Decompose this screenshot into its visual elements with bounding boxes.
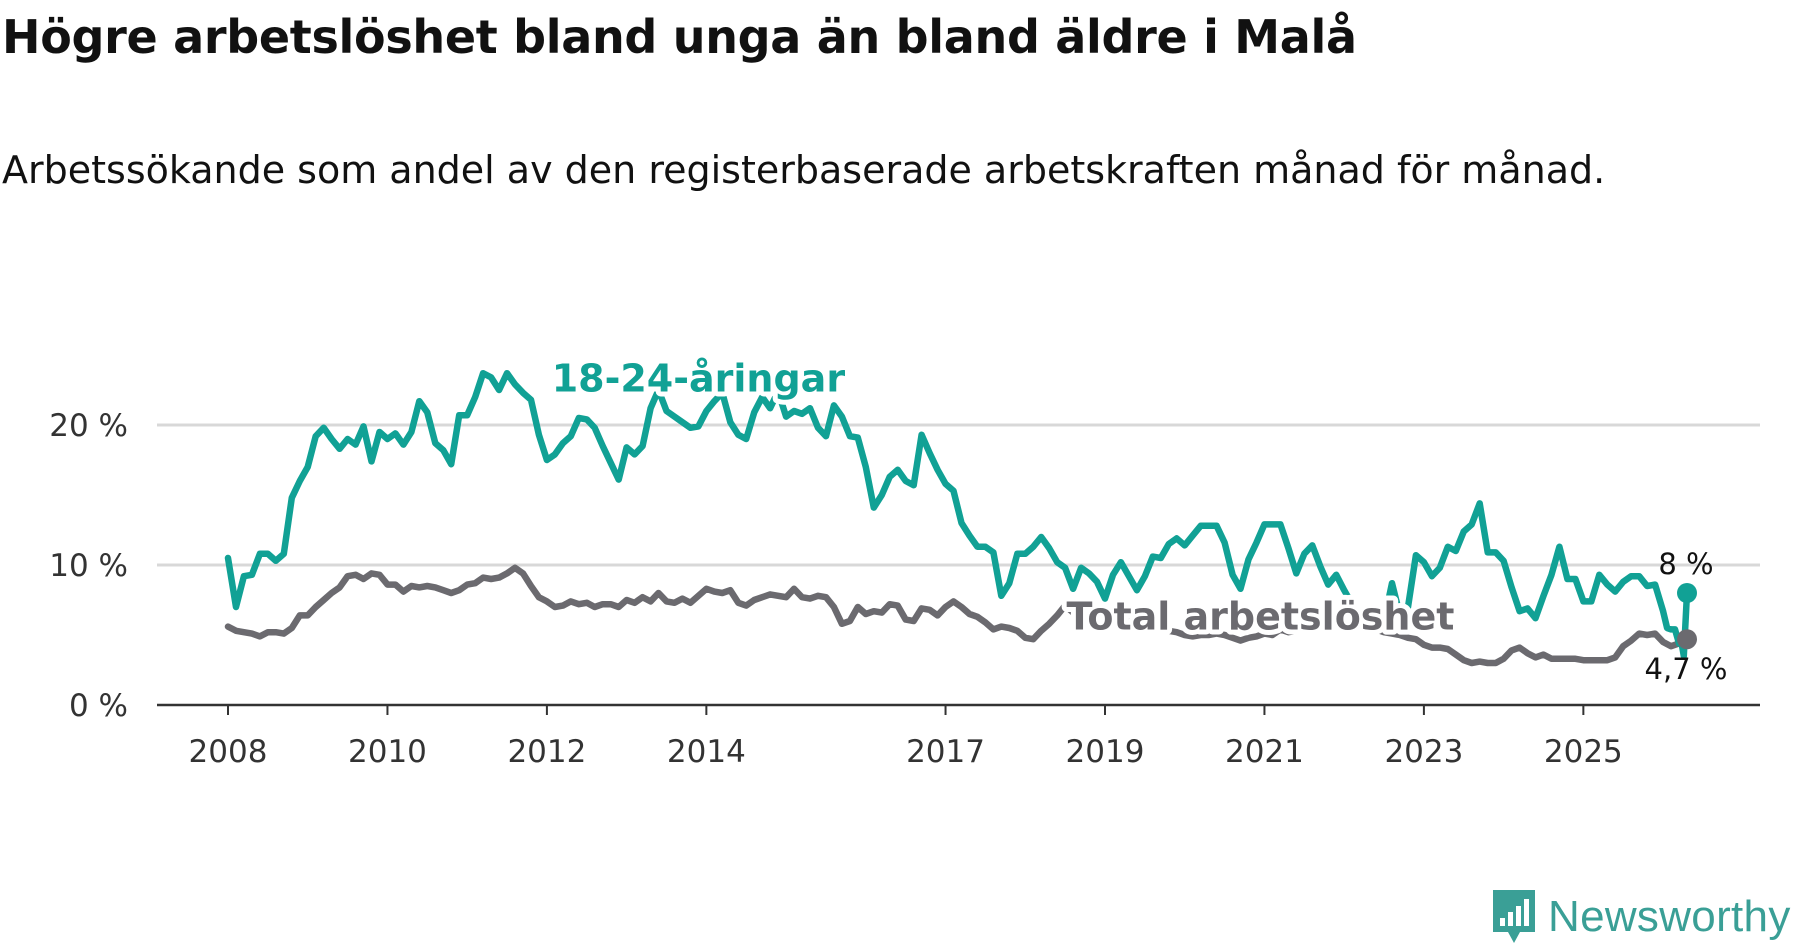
series-line bbox=[224, 369, 1691, 660]
x-tick-label: 2012 bbox=[507, 734, 586, 770]
end-value-label: 4,7 % bbox=[1645, 652, 1728, 686]
bar-chart-logo-icon bbox=[1493, 890, 1535, 943]
end-point-marker bbox=[1677, 629, 1697, 650]
newsworthy-logo: Newsworthy bbox=[1490, 887, 1791, 947]
end-point-marker bbox=[1677, 583, 1697, 603]
brand-name: Newsworthy bbox=[1548, 892, 1791, 941]
y-tick-label: 0 % bbox=[69, 688, 128, 724]
x-tick-label: 2019 bbox=[1066, 734, 1145, 770]
end-value-label: 8 % bbox=[1658, 547, 1713, 581]
x-tick-label: 2025 bbox=[1544, 734, 1623, 770]
y-tick-label: 10 % bbox=[49, 548, 128, 584]
series-labels: 8 % 4,7 % 18-24-åringar Total arbetslöshet bbox=[547, 351, 1728, 686]
series-label: 18-24-åringar bbox=[552, 356, 846, 400]
x-tick-label: 2021 bbox=[1225, 734, 1304, 770]
chart-subtitle: Arbetssökande som andel av den registerb… bbox=[2, 148, 1606, 192]
x-axis: 2008 2010 2012 2014 2017 2019 2021 2023 2025 bbox=[189, 705, 1623, 770]
series-lines bbox=[224, 369, 1697, 667]
y-tick-label: 20 % bbox=[49, 408, 128, 444]
series-label: Total arbetslöshet bbox=[1066, 594, 1454, 638]
series-line bbox=[224, 564, 1691, 667]
y-axis: 0 % 10 % 20 % bbox=[49, 408, 128, 724]
x-tick-label: 2017 bbox=[906, 734, 985, 770]
gridlines bbox=[157, 423, 1760, 567]
x-tick-label: 2023 bbox=[1384, 734, 1463, 770]
chart-title: Högre arbetslöshet bland unga än bland ä… bbox=[2, 10, 1357, 64]
x-tick-label: 2014 bbox=[667, 734, 746, 770]
x-tick-label: 2010 bbox=[348, 734, 427, 770]
x-tick-label: 2008 bbox=[189, 734, 268, 770]
